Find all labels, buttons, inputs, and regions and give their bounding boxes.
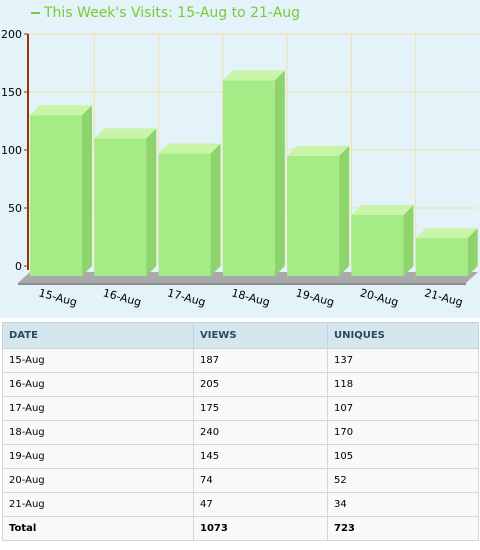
chart-panel: This Week's Visits: 15-Aug to 21-Aug 0 50… xyxy=(0,0,480,318)
y-tick-label: 50 xyxy=(8,202,22,215)
total-views: 1073 xyxy=(193,516,328,541)
cell-uniques: 52 xyxy=(327,468,479,493)
x-tick-label: 16-Aug xyxy=(102,286,143,309)
cell-views: 175 xyxy=(193,396,328,421)
bar xyxy=(30,105,92,276)
cell-date: 15-Aug xyxy=(2,348,194,373)
table-row: 16-Aug 205 118 xyxy=(2,372,479,397)
column-header-date: DATE xyxy=(2,322,194,349)
cell-uniques: 105 xyxy=(327,444,479,469)
cell-views: 240 xyxy=(193,420,328,445)
cell-date: 18-Aug xyxy=(2,420,194,445)
cell-uniques: 137 xyxy=(327,348,479,373)
cell-views: 47 xyxy=(193,492,328,517)
bar-chart: 0 50 100 150 200 15-Aug 16-Aug 17-Aug 18-Aug 19-A… xyxy=(1,28,478,309)
table-total-row: Total 1073 723 xyxy=(2,516,479,541)
bar xyxy=(287,145,350,276)
table-row: 19-Aug 145 105 xyxy=(2,444,479,469)
cell-views: 187 xyxy=(193,348,328,373)
table-row: 18-Aug 240 170 xyxy=(2,420,479,445)
bar xyxy=(94,128,157,276)
chart-title: This Week's Visits: 15-Aug to 21-Aug xyxy=(31,5,300,21)
x-tick-label: 20-Aug xyxy=(359,286,400,309)
total-label: Total xyxy=(2,516,194,541)
cell-date: 17-Aug xyxy=(2,396,194,421)
visits-table: DATE VIEWS UNIQUES 15-Aug 187 137 16-Aug… xyxy=(2,322,479,541)
cell-date: 16-Aug xyxy=(2,372,194,397)
y-tick-label: 0 xyxy=(15,260,22,273)
cell-date: 19-Aug xyxy=(2,444,194,469)
x-tick-label: 17-Aug xyxy=(166,286,207,309)
cell-views: 205 xyxy=(193,372,328,397)
bar xyxy=(351,204,414,276)
legend-dash-icon xyxy=(31,12,40,14)
chart-floor-edge xyxy=(18,283,466,285)
x-tick-label: 21-Aug xyxy=(423,286,464,309)
cell-date: 20-Aug xyxy=(2,468,194,493)
cell-views: 145 xyxy=(193,444,328,469)
x-tick-label: 18-Aug xyxy=(230,286,271,309)
bar xyxy=(158,143,221,276)
y-tick-label: 100 xyxy=(1,144,22,157)
total-uniques: 723 xyxy=(327,516,479,541)
cell-uniques: 170 xyxy=(327,420,479,445)
x-tick-label: 19-Aug xyxy=(294,286,335,309)
y-tick-label: 150 xyxy=(1,86,22,99)
y-tick-label: 200 xyxy=(1,28,22,41)
table-row: 15-Aug 187 137 xyxy=(2,348,479,373)
table-row: 17-Aug 175 107 xyxy=(2,396,479,421)
cell-uniques: 107 xyxy=(327,396,479,421)
visits-table-wrap: DATE VIEWS UNIQUES 15-Aug 187 137 16-Aug… xyxy=(2,322,479,541)
column-header-uniques: UNIQUES xyxy=(327,322,479,349)
cell-uniques: 118 xyxy=(327,372,479,397)
bar xyxy=(222,70,285,277)
cell-uniques: 34 xyxy=(327,492,479,517)
x-tick-label: 15-Aug xyxy=(37,286,78,309)
table-row: 20-Aug 74 52 xyxy=(2,468,479,493)
cell-views: 74 xyxy=(193,468,328,493)
table-row: 21-Aug 47 34 xyxy=(2,492,479,517)
column-header-views: VIEWS xyxy=(193,322,328,349)
cell-date: 21-Aug xyxy=(2,492,194,517)
chart-title-text: This Week's Visits: 15-Aug to 21-Aug xyxy=(44,5,301,21)
bar xyxy=(415,228,478,276)
table-header-row: DATE VIEWS UNIQUES xyxy=(2,322,479,349)
